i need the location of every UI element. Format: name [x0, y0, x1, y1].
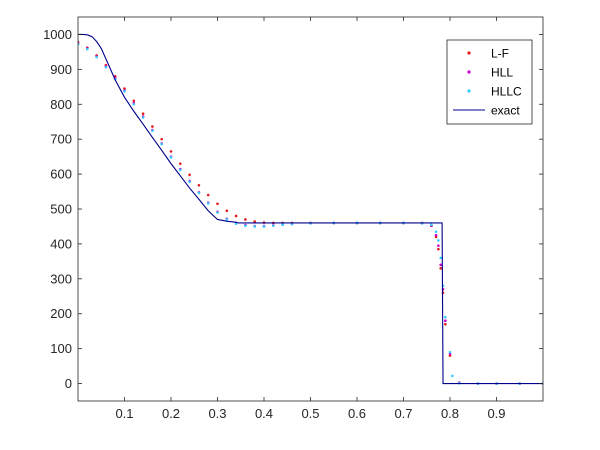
- y-tick-label: 300: [50, 271, 72, 286]
- data-point: [86, 47, 89, 51]
- data-point: [244, 224, 247, 228]
- data-point: [444, 315, 447, 319]
- series-hllc: [78, 42, 543, 385]
- data-point: [188, 173, 191, 177]
- data-point: [253, 225, 256, 228]
- data-point: [169, 156, 173, 159]
- data-point: [151, 125, 154, 128]
- data-point: [437, 239, 440, 242]
- data-point: [225, 218, 229, 221]
- legend-entry: HLL: [467, 66, 513, 80]
- legend-label: L-F: [491, 47, 509, 61]
- legend-entry: HLLC: [467, 85, 522, 99]
- y-tick-label: 900: [50, 62, 72, 77]
- x-tick-label: 0.3: [208, 406, 226, 421]
- legend-entry: exact: [453, 104, 520, 118]
- x-tick-label: 0.9: [487, 406, 505, 421]
- data-point: [132, 99, 136, 103]
- data-point: [244, 218, 247, 221]
- data-point: [444, 319, 447, 323]
- data-point: [197, 183, 201, 187]
- data-point: [439, 267, 443, 270]
- data-point: [160, 137, 163, 141]
- data-point: [434, 233, 438, 237]
- data-point: [151, 129, 154, 133]
- data-point: [437, 247, 440, 251]
- y-tick-label: 800: [50, 97, 72, 112]
- data-point: [225, 209, 229, 213]
- y-tick-label: 100: [50, 341, 72, 356]
- legend-label: HLLC: [491, 85, 522, 99]
- data-point: [262, 225, 266, 228]
- series-line-exact: [78, 33, 543, 385]
- data-point: [206, 193, 210, 197]
- x-tick-label: 0.6: [348, 406, 366, 421]
- data-point: [141, 116, 145, 119]
- data-point: [141, 112, 145, 115]
- axes-layer: 0.1 0.2 0.3 0.4 0.5 0.6 0.7 0.8 0.9 0 100 200 300 400…: [43, 16, 544, 421]
- data-point: [448, 350, 452, 354]
- data-point: [179, 162, 182, 165]
- legend-dot-swatch: [467, 51, 471, 55]
- y-tick-label: 0: [65, 376, 72, 391]
- legend-entry: L-F: [467, 47, 509, 61]
- data-point: [206, 202, 210, 205]
- x-tick-label: 0.5: [301, 406, 319, 421]
- data-point: [253, 220, 256, 223]
- y-tick-label: 600: [50, 167, 72, 182]
- data-point: [281, 223, 284, 227]
- data-point: [188, 180, 191, 184]
- legend-label: HLL: [491, 66, 513, 80]
- data-point: [439, 263, 443, 267]
- legend: L-F HLL HLLC exact: [446, 39, 533, 125]
- data-point: [132, 102, 136, 106]
- data-point: [104, 65, 108, 69]
- x-tick-label: 0.1: [115, 406, 133, 421]
- y-tick-label: 1000: [43, 27, 72, 42]
- data-point: [437, 244, 440, 247]
- data-point: [95, 55, 98, 59]
- series-layer: [78, 33, 543, 385]
- data-point: [179, 168, 182, 172]
- legend-dot-swatch: [467, 89, 471, 93]
- data-point: [160, 142, 163, 146]
- x-tick-label: 0.8: [441, 406, 459, 421]
- y-tick-label: 200: [50, 306, 72, 321]
- data-point: [197, 191, 201, 195]
- y-tick-label: 500: [50, 202, 72, 217]
- data-point: [216, 202, 219, 206]
- legend-dot-swatch: [467, 70, 471, 74]
- data-point: [451, 374, 454, 378]
- data-point: [439, 256, 443, 260]
- data-point: [123, 90, 126, 93]
- x-tick-label: 0.2: [162, 406, 180, 421]
- legend-label: exact: [491, 104, 520, 118]
- x-tick-label: 0.4: [255, 406, 273, 421]
- series-exact: [78, 33, 543, 385]
- y-tick-label: 400: [50, 236, 72, 251]
- data-point: [272, 224, 275, 228]
- data-point: [444, 322, 447, 326]
- y-tick-label: 700: [50, 132, 72, 147]
- data-point: [216, 211, 219, 214]
- data-point: [234, 214, 238, 218]
- data-point: [169, 150, 173, 153]
- data-point: [434, 230, 438, 233]
- data-point: [430, 223, 433, 227]
- x-tick-label: 0.7: [394, 406, 412, 421]
